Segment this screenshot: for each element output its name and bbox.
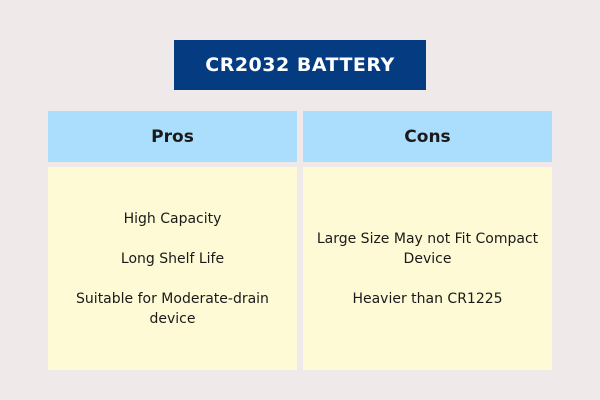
pros-item: Long Shelf Life	[120, 250, 225, 267]
pros-list: High Capacity Long Shelf Life Suitable f…	[48, 167, 297, 370]
cons-header: Cons	[303, 111, 552, 162]
cons-list: Large Size May not Fit Compact Device He…	[303, 167, 552, 370]
pros-item: Suitable for Moderate-drain device	[76, 290, 269, 327]
pros-item: High Capacity	[123, 210, 222, 227]
page-title: CR2032 BATTERY	[174, 40, 426, 90]
pros-header: Pros	[48, 111, 297, 162]
cons-item: Heavier than CR1225	[352, 290, 503, 307]
cons-item: Large Size May not Fit Compact Device	[316, 230, 539, 267]
